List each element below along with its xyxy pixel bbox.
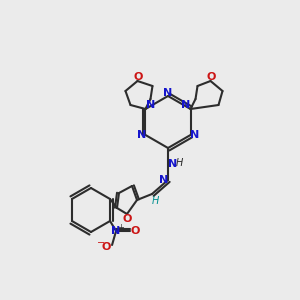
Text: N: N bbox=[146, 100, 155, 110]
Text: O: O bbox=[130, 226, 140, 236]
Text: −: − bbox=[97, 238, 105, 248]
Text: +: + bbox=[118, 223, 124, 232]
Text: H: H bbox=[175, 158, 183, 168]
Text: N: N bbox=[111, 226, 121, 236]
Text: H: H bbox=[151, 196, 159, 206]
Text: N: N bbox=[159, 175, 169, 185]
Text: N: N bbox=[181, 100, 190, 110]
Text: N: N bbox=[168, 159, 178, 169]
Text: O: O bbox=[101, 242, 111, 252]
Text: N: N bbox=[190, 130, 199, 140]
Text: O: O bbox=[122, 214, 132, 224]
Text: O: O bbox=[134, 72, 143, 82]
Text: N: N bbox=[137, 130, 146, 140]
Text: O: O bbox=[207, 72, 216, 82]
Text: N: N bbox=[164, 88, 172, 98]
